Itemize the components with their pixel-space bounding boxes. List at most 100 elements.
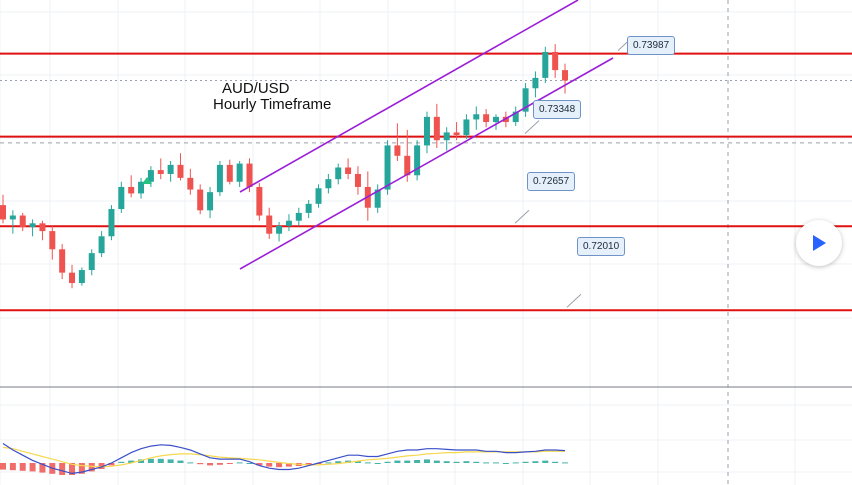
macd-histogram-bar [266, 463, 273, 467]
macd-histogram-bar [88, 463, 95, 472]
candle-body [493, 116, 499, 123]
candle-body [49, 231, 56, 250]
candle-body [276, 225, 283, 234]
macd-signal-line [2, 446, 565, 468]
candle-body [167, 164, 174, 174]
candle-body [118, 186, 125, 210]
candle-body [404, 155, 411, 176]
macd-histogram-bar [216, 463, 223, 465]
level-label-3: 0.72657 [527, 172, 576, 191]
macd-histogram-bar [276, 463, 283, 468]
candle-body [19, 215, 26, 228]
candle-body [295, 212, 302, 221]
candle-body [473, 114, 480, 120]
macd-histogram-bar [177, 460, 184, 463]
play-button[interactable] [796, 220, 842, 266]
macd-histogram-bar [512, 462, 519, 464]
macd-histogram-bar [473, 461, 480, 463]
macd-line [2, 442, 566, 475]
candle-body [305, 203, 312, 213]
macd-histogram-bar [404, 460, 411, 463]
macd-histogram-bar [236, 462, 243, 464]
candle-body [108, 209, 115, 237]
channel-upper-line [239, 0, 579, 193]
macd-histogram-bar [463, 461, 470, 463]
candle-body [256, 186, 263, 216]
macd-histogram-bar [433, 460, 440, 463]
chart-title: AUD/USD [222, 80, 290, 97]
macd-histogram-bar [59, 463, 66, 475]
macd-histogram-bar [335, 461, 342, 463]
candle-body [414, 145, 421, 176]
candle-body [433, 116, 440, 141]
candle-body [216, 164, 223, 193]
candle-body [128, 186, 135, 194]
candle-body [98, 236, 105, 254]
candle-body [187, 177, 194, 190]
candle-body [197, 189, 204, 211]
candle-body [147, 170, 154, 182]
macd-histogram-bar [384, 461, 391, 463]
candle-body [285, 220, 292, 226]
candle-body [39, 223, 46, 232]
candle-body [443, 132, 450, 141]
macd-histogram-bar [78, 463, 85, 474]
macd-histogram-bar [147, 458, 154, 463]
candle-body [59, 249, 66, 273]
macd-histogram-bar [0, 463, 6, 470]
level-label-2: 0.73348 [533, 100, 582, 119]
macd-histogram-bar [187, 462, 194, 464]
candle-body [138, 181, 145, 194]
macd-histogram-bar [285, 463, 292, 467]
candle-body [562, 70, 569, 81]
macd-histogram-bar [374, 463, 381, 464]
macd-histogram-bar [256, 463, 263, 466]
candle-body [157, 170, 164, 174]
macd-histogram-bar [197, 463, 204, 465]
macd-histogram-bar [305, 463, 312, 465]
macd-histogram-bar [493, 462, 499, 464]
level-label-pointer [524, 120, 540, 134]
macd-histogram-bar [542, 460, 549, 463]
macd-histogram-bar [167, 459, 174, 463]
macd-histogram-bar [69, 463, 76, 475]
candle-body [374, 189, 381, 208]
candle-body [266, 215, 273, 234]
level-label-1: 0.73987 [627, 36, 676, 55]
macd-histogram-bar [423, 459, 430, 463]
level-label-pointer [514, 209, 530, 224]
macd-histogram-bar [226, 463, 233, 464]
candle-body [532, 77, 539, 89]
candle-body [0, 205, 6, 220]
macd-histogram-bar [443, 461, 450, 463]
macd-histogram-bar [9, 463, 16, 471]
channel-lower-line [239, 57, 614, 270]
horizontal-levels [0, 37, 852, 312]
candle-body [512, 111, 519, 123]
macd-histogram-bar [522, 461, 529, 463]
macd-histogram-bar [98, 463, 105, 469]
macd-panel [0, 442, 569, 475]
macd-histogram-bar [502, 463, 509, 464]
macd-histogram-bar [364, 462, 371, 464]
candle-body [78, 270, 85, 284]
candle-body [542, 51, 549, 78]
level-label-pointer [566, 293, 582, 308]
candle-body [9, 215, 16, 220]
macd-histogram-bar [562, 462, 569, 464]
candle-body [423, 116, 430, 146]
candle-body [315, 188, 322, 204]
chart-subtitle: Hourly Timeframe [213, 96, 332, 113]
candle-body [552, 51, 559, 71]
candle-body [69, 272, 76, 284]
macd-histogram-bar [483, 462, 490, 464]
candle-body [522, 88, 529, 112]
candle-body [354, 173, 361, 187]
candle-body [463, 119, 470, 136]
candle-body [207, 192, 214, 211]
play-icon [813, 235, 826, 251]
macd-histogram-bar [118, 461, 125, 463]
candle-body [345, 167, 352, 174]
candle-body [236, 163, 243, 182]
